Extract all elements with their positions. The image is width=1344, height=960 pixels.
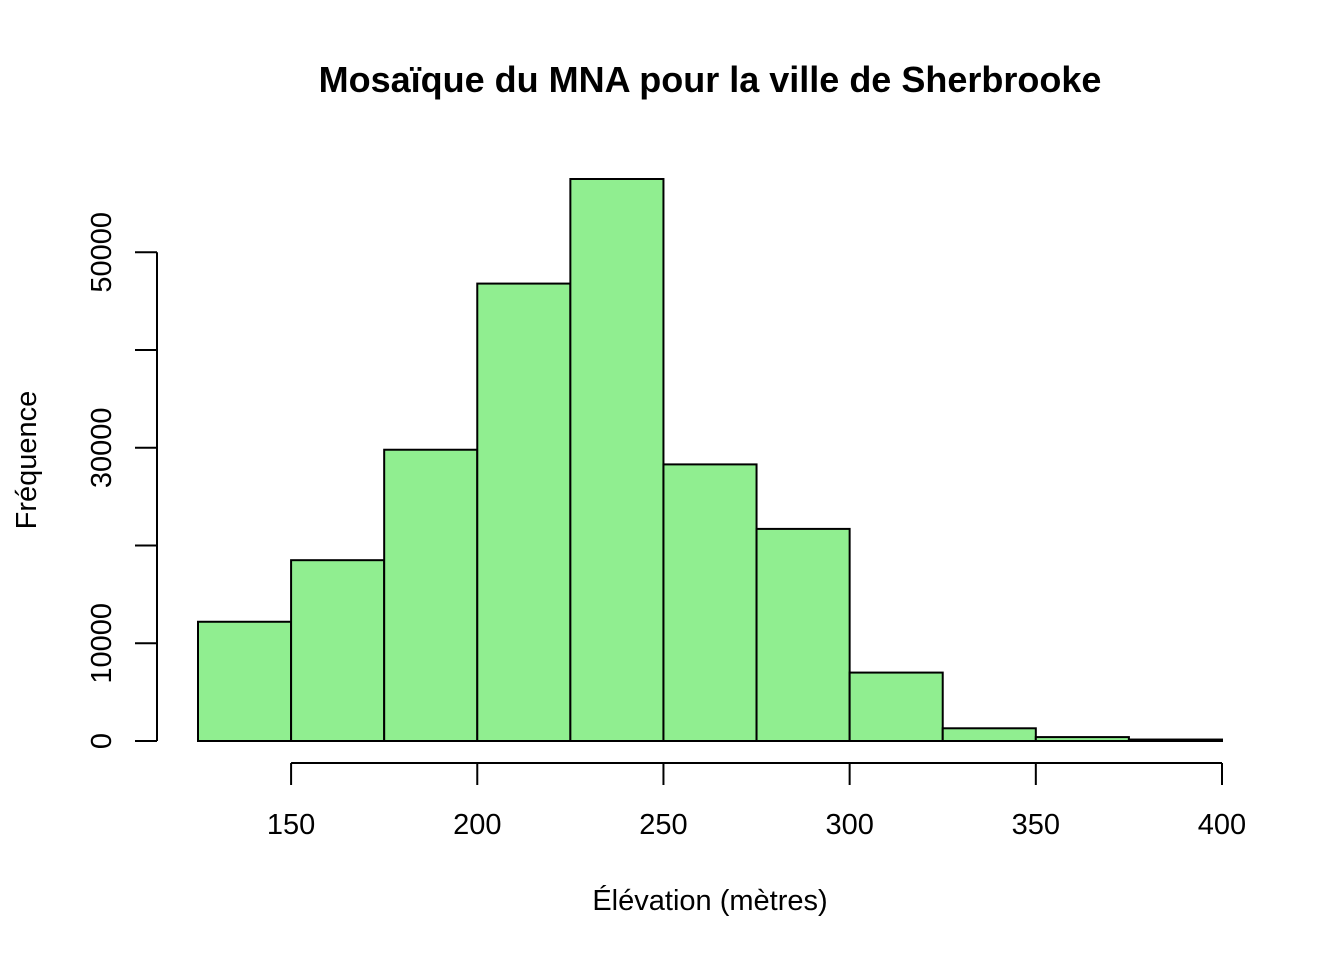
x-axis-label: Élévation (mètres): [592, 884, 827, 917]
x-tick-label-300: 300: [825, 809, 873, 841]
y-tick-label-10000: 10000: [86, 603, 118, 684]
histogram-bar-5: [662, 463, 758, 742]
x-tick-label-200: 200: [453, 809, 501, 841]
histogram-bar-7: [848, 671, 944, 742]
histogram-bar-9: [1034, 736, 1130, 743]
x-axis: 150 200 250 300 350 400: [267, 762, 1246, 841]
y-tick-label-50000: 50000: [86, 212, 118, 293]
histogram-bar-0: [197, 620, 293, 742]
histogram-bar-1: [290, 559, 386, 743]
histogram-bar-10: [1127, 738, 1223, 743]
y-tick-label-30000: 30000: [86, 407, 118, 488]
x-tick-label-250: 250: [639, 809, 687, 841]
histogram-bar-8: [941, 727, 1037, 742]
histogram-bar-6: [755, 527, 851, 742]
x-tick-label-150: 150: [267, 809, 315, 841]
y-axis: 0 10000 30000 50000: [86, 212, 158, 749]
chart-title: Mosaïque du MNA pour la ville de Sherbro…: [319, 59, 1102, 100]
bars-group: [197, 178, 1223, 743]
histogram-bar-4: [569, 178, 665, 742]
histogram-bar-3: [476, 282, 572, 742]
histogram-bar-2: [383, 448, 479, 742]
x-tick-label-400: 400: [1198, 809, 1246, 841]
x-tick-label-350: 350: [1012, 809, 1060, 841]
y-tick-label-0: 0: [86, 733, 118, 749]
y-axis-label: Fréquence: [11, 391, 43, 530]
